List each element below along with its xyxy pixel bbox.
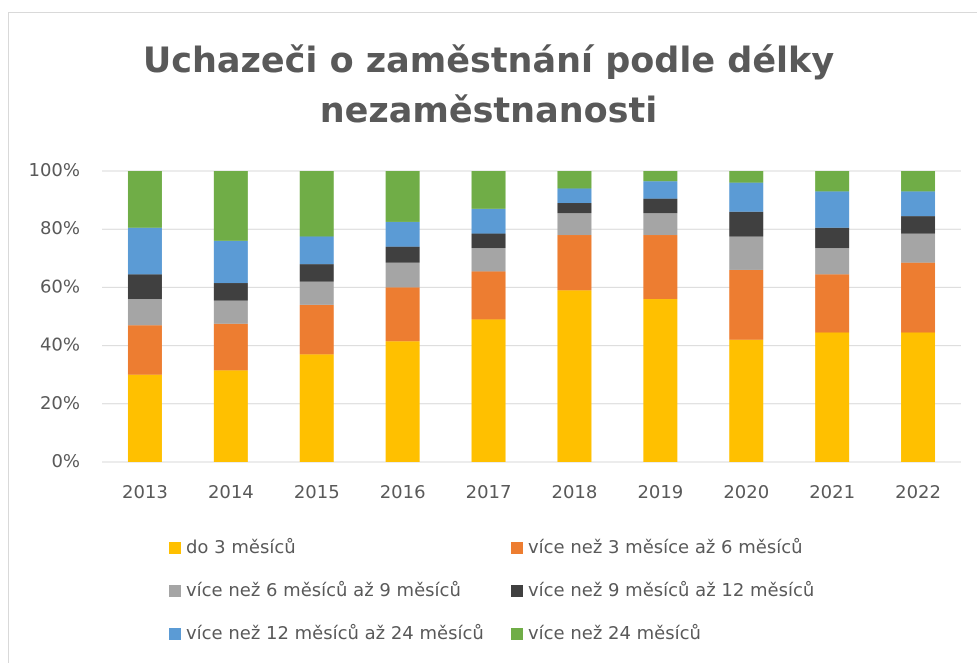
bar-segment [643, 235, 678, 300]
bar-segment [471, 171, 506, 209]
bar-segment [385, 246, 420, 263]
legend-label: více než 6 měsíců až 9 měsíců [186, 580, 461, 601]
legend-swatch [511, 628, 523, 640]
legend-label: více než 3 měsíce až 6 měsíců [528, 537, 803, 558]
bar-segment [557, 188, 592, 204]
bar-segment [557, 290, 592, 462]
bar-segment [127, 171, 162, 228]
y-tick-label: 80% [40, 218, 80, 239]
bar-segment [643, 181, 678, 199]
bar-segment [729, 269, 764, 340]
bar-segment [643, 198, 678, 214]
chart-title: Uchazeči o zaměstnání podle délky nezamě… [142, 41, 835, 131]
bar-segment [901, 171, 936, 192]
bar-segment [385, 171, 420, 222]
bar-segment [643, 171, 678, 182]
y-tick-label: 60% [40, 276, 80, 297]
bar-segment [643, 213, 678, 236]
bar-segment [127, 274, 162, 300]
bar-segment [471, 208, 506, 234]
bar-segment [901, 191, 936, 217]
y-tick-label: 20% [40, 393, 80, 414]
bar-segment [127, 227, 162, 275]
bar-segment [557, 213, 592, 236]
y-tick-label: 100% [29, 160, 80, 181]
bar-segment [299, 354, 334, 462]
bar-segment [299, 236, 334, 265]
bar-segment [127, 299, 162, 326]
x-tick-label: 2019 [637, 482, 683, 503]
legend-label: do 3 měsíců [186, 537, 296, 558]
bar-segment [815, 274, 850, 333]
bar-segment [127, 325, 162, 375]
bar-segment [385, 287, 420, 342]
x-tick-label: 2017 [466, 482, 512, 503]
bar-segment [557, 171, 592, 189]
bar-segment [815, 171, 850, 192]
bar-segment [729, 339, 764, 462]
bar-segment [213, 171, 248, 241]
legend-swatch [169, 585, 181, 597]
legend-swatch [169, 542, 181, 554]
bar-segment [385, 341, 420, 462]
bar-segment [213, 370, 248, 462]
legend-swatch [511, 585, 523, 597]
bar-segment [815, 248, 850, 275]
bar-segment [471, 319, 506, 462]
bar-segment [815, 332, 850, 462]
x-tick-label: 2014 [208, 482, 254, 503]
y-tick-label: 40% [40, 335, 80, 356]
bar-segment [127, 374, 162, 462]
bar-segment [901, 216, 936, 234]
bar-segment [213, 300, 248, 324]
bar-segment [729, 236, 764, 270]
bar-segment [901, 262, 936, 333]
bar-segment [471, 271, 506, 320]
chart-border [8, 12, 977, 663]
bar-segment [471, 233, 506, 249]
legend-swatch [511, 542, 523, 554]
bar-segment [299, 304, 334, 355]
y-tick-label: 0% [51, 451, 80, 472]
x-tick-label: 2022 [895, 482, 941, 503]
bar-segment [385, 262, 420, 288]
x-tick-label: 2021 [809, 482, 855, 503]
bar-segment [385, 221, 420, 247]
bar-segment [729, 171, 764, 183]
bar-segment [729, 182, 764, 212]
legend-swatch [169, 628, 181, 640]
x-tick-label: 2016 [380, 482, 426, 503]
bar-segment [643, 299, 678, 462]
legend-label: více než 24 měsíců [528, 623, 701, 644]
bar-segment [815, 191, 850, 228]
bar-segment [299, 281, 334, 305]
x-tick-label: 2015 [294, 482, 340, 503]
x-tick-label: 2018 [552, 482, 598, 503]
bar-segment [299, 171, 334, 237]
legend-label: více než 9 měsíců až 12 měsíců [528, 580, 814, 601]
bar-segment [901, 233, 936, 263]
x-tick-label: 2020 [723, 482, 769, 503]
bar-segment [213, 240, 248, 284]
bar-segment [557, 203, 592, 214]
bar-segment [471, 248, 506, 272]
x-tick-label: 2013 [122, 482, 168, 503]
bar-segment [213, 323, 248, 371]
bar-segment [557, 235, 592, 291]
bar-segment [213, 283, 248, 301]
bar-segment [299, 264, 334, 282]
bar-segment [729, 211, 764, 237]
bar-segment [901, 332, 936, 462]
legend-label: více než 12 měsíců až 24 měsíců [186, 623, 484, 644]
bar-segment [815, 227, 850, 249]
